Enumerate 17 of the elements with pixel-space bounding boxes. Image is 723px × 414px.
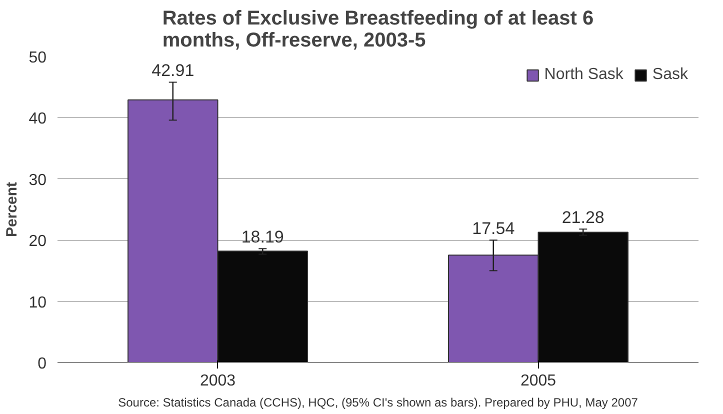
y-tick-label: 50 <box>28 50 47 66</box>
legend-label: Sask <box>652 66 688 84</box>
data-label: 21.28 <box>562 208 604 228</box>
y-tick-label: 20 <box>28 233 47 250</box>
x-tick-label: 2005 <box>520 372 556 390</box>
x-tick-label: 2003 <box>200 372 236 390</box>
y-tick-label: 10 <box>28 294 47 312</box>
data-label: 18.19 <box>241 228 284 247</box>
data-label: 42.91 <box>152 61 194 80</box>
y-tick-label: 30 <box>28 172 47 189</box>
source-note: Source: Statistics Canada (CCHS), HQC, (95% CI's shown as bars). Prepared by PHU, May 2007 <box>118 396 638 410</box>
legend-label: North Sask <box>544 66 624 84</box>
data-label: 17.54 <box>472 219 515 238</box>
y-tick-label: 40 <box>28 110 47 128</box>
y-axis-title: Percent <box>4 182 21 238</box>
chart-title: Rates of Exclusive Breastfeeding of at least 6 months, Off-reserve, 2003-5 <box>162 8 594 52</box>
y-tick-label: 0 <box>38 356 47 372</box>
